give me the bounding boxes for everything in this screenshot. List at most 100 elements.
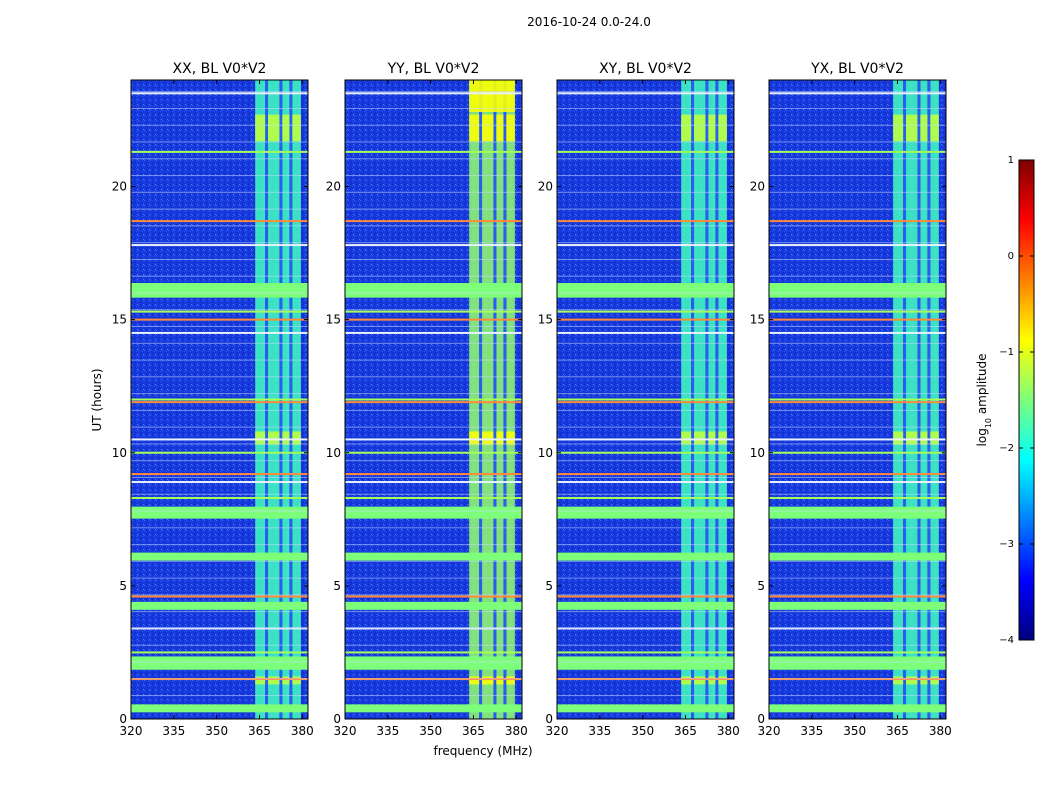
colorbar-tick-label: −3: [999, 539, 1014, 550]
narrow-rfi-line: [769, 220, 946, 223]
texture-line: [131, 460, 308, 462]
narrow-rfi-line: [345, 438, 522, 441]
texture-line: [557, 326, 734, 328]
texture-line: [557, 426, 734, 428]
texture-line: [769, 644, 946, 646]
x-tick-label: 335: [162, 724, 185, 738]
narrow-rfi-line: [557, 595, 734, 598]
narrow-rfi-line: [131, 318, 308, 321]
rfi-hot-patch: [708, 114, 716, 142]
rfi-hot-patch: [506, 431, 515, 445]
colorbar-tick-label: 1: [1008, 155, 1014, 166]
texture-line: [345, 141, 522, 143]
texture-line: [769, 678, 946, 680]
texture-line: [131, 510, 308, 512]
narrow-rfi-line: [131, 310, 308, 313]
y-tick-label: 10: [112, 446, 127, 460]
y-tick-label: 20: [112, 180, 127, 194]
rfi-hot-patch: [930, 114, 939, 142]
texture-line: [769, 191, 946, 193]
rfi-hot-patch: [906, 114, 918, 142]
narrow-rfi-line: [769, 398, 946, 401]
colorbar-tick-label: −4: [999, 635, 1014, 646]
texture-line: [769, 476, 946, 478]
y-tick-label: 0: [757, 712, 765, 726]
texture-line: [131, 627, 308, 629]
rfi-hot-patch: [506, 114, 515, 142]
texture-line: [131, 443, 308, 445]
texture-line: [345, 527, 522, 529]
x-tick-label: 350: [843, 724, 866, 738]
rfi-hot-patch: [496, 431, 504, 445]
rfi-hot-patch: [255, 676, 266, 685]
texture-line: [131, 158, 308, 160]
texture-line: [131, 426, 308, 428]
y-tick-label: 0: [119, 712, 127, 726]
x-tick-label: 320: [758, 724, 781, 738]
texture-line: [345, 460, 522, 462]
texture-line: [131, 258, 308, 260]
narrow-rfi-line: [557, 401, 734, 404]
texture-line: [345, 644, 522, 646]
texture-line: [345, 91, 522, 93]
narrow-rfi-line: [131, 481, 308, 484]
narrow-rfi-line: [345, 651, 522, 654]
texture-line: [131, 661, 308, 663]
narrow-rfi-line: [345, 150, 522, 153]
narrow-rfi-line: [769, 401, 946, 404]
figure-suptitle: 2016-10-24 0.0-24.0: [527, 15, 651, 29]
texture-line: [131, 611, 308, 613]
texture-line: [769, 611, 946, 613]
texture-line: [345, 208, 522, 210]
y-tick-label: 10: [538, 446, 553, 460]
texture-line: [769, 510, 946, 512]
narrow-rfi-line: [131, 150, 308, 153]
texture-line: [345, 393, 522, 395]
narrow-rfi-line: [345, 497, 522, 500]
x-tick-label: 365: [886, 724, 909, 738]
texture-line: [557, 158, 734, 160]
texture-line: [131, 644, 308, 646]
texture-line: [131, 225, 308, 227]
rfi-hot-patch: [469, 676, 480, 685]
broadband-rfi-bar: [345, 552, 522, 561]
x-tick-label: 320: [546, 724, 569, 738]
rfi-hot-patch: [694, 114, 706, 142]
panel-title: YY, BL V0*V2: [387, 61, 480, 77]
broadband-rfi-bar: [557, 552, 734, 561]
y-axis-label: UT (hours): [90, 368, 104, 431]
texture-line: [769, 527, 946, 529]
narrow-rfi-line: [557, 481, 734, 484]
texture-line: [131, 359, 308, 361]
texture-line: [131, 309, 308, 311]
broadband-rfi-bar: [557, 601, 734, 610]
broadband-rfi-bar: [131, 552, 308, 561]
texture-line: [345, 510, 522, 512]
texture-line: [769, 258, 946, 260]
narrow-rfi-line: [769, 331, 946, 334]
texture-line: [557, 275, 734, 277]
narrow-rfi-line: [557, 398, 734, 401]
texture-line: [345, 544, 522, 546]
texture-line: [345, 107, 522, 109]
narrow-rfi-line: [769, 497, 946, 500]
y-tick-label: 5: [333, 579, 341, 593]
rfi-hot-patch: [282, 676, 290, 685]
x-tick-label: 335: [588, 724, 611, 738]
texture-line: [345, 124, 522, 126]
rfi-hot-patch: [681, 676, 692, 685]
rfi-hot-patch: [893, 431, 904, 445]
broadband-rfi-bar: [131, 661, 308, 670]
broadband-rfi-bar: [131, 704, 308, 713]
texture-line: [345, 275, 522, 277]
texture-line: [131, 544, 308, 546]
texture-line: [769, 141, 946, 143]
broadband-rfi-bar: [769, 601, 946, 610]
texture-line: [557, 476, 734, 478]
texture-line: [557, 309, 734, 311]
rfi-hot-patch: [482, 676, 494, 685]
narrow-rfi-line: [345, 401, 522, 404]
broadband-rfi-bar: [557, 656, 734, 665]
narrow-rfi-line: [345, 398, 522, 401]
narrow-rfi-line: [131, 473, 308, 476]
